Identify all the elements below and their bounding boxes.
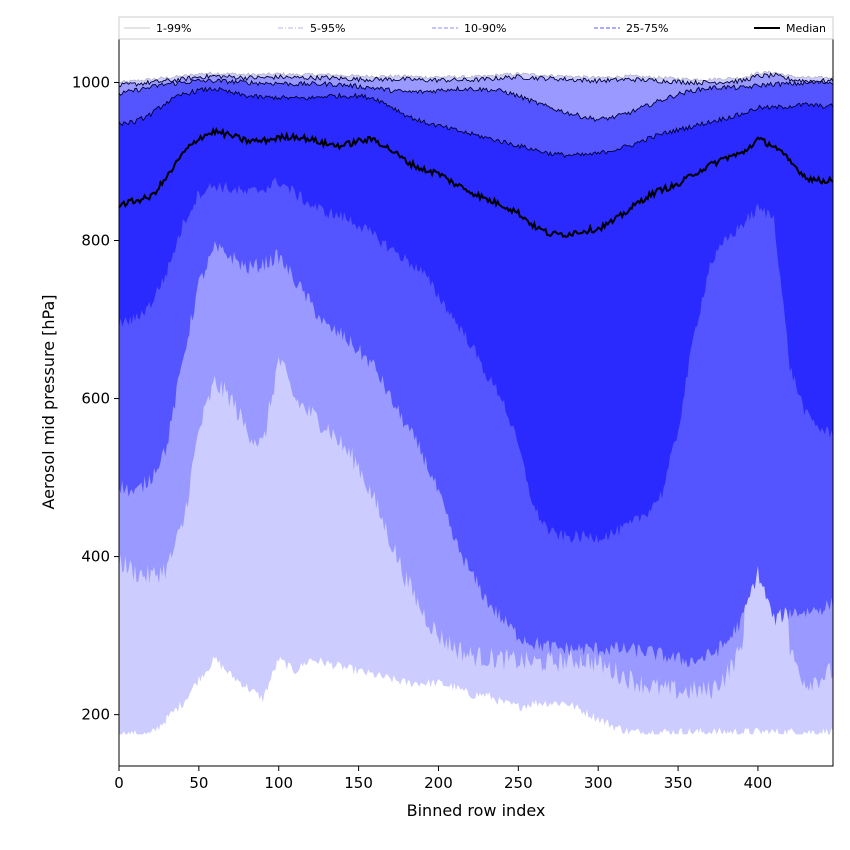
band-1-99-upper-line [119, 70, 833, 84]
band-25-75-area [119, 87, 833, 544]
x-tick-label-250: 250 [504, 774, 533, 792]
y-tick-label-1000: 1000 [72, 73, 110, 91]
y-tick-label-800: 800 [81, 232, 110, 250]
x-tick-label-0: 0 [114, 774, 124, 792]
x-tick-label-350: 350 [664, 774, 693, 792]
legend-box [118, 16, 834, 40]
y-axis-label: Aerosol mid pressure [hPa] [39, 294, 58, 509]
legend-label-10-90: 10-90% [464, 22, 506, 35]
x-tick-label-150: 150 [344, 774, 373, 792]
y-tick-label-600: 600 [81, 390, 110, 408]
median-line [119, 126, 833, 239]
band-5-95-upper-line [119, 72, 833, 88]
plot-area [119, 70, 833, 735]
x-tick-label-300: 300 [584, 774, 613, 792]
legend-label-1-99: 1-99% [156, 22, 191, 35]
band-10-90-upper-line [119, 78, 833, 123]
x-tick-label-400: 400 [744, 774, 773, 792]
x-axis-label: Binned row index [407, 801, 546, 820]
legend-label-median: Median [786, 22, 826, 35]
legend-label-25-75: 25-75% [626, 22, 668, 35]
legend-label-5-95: 5-95% [310, 22, 345, 35]
x-tick-label-200: 200 [424, 774, 453, 792]
band-25-75-upper-line [119, 86, 833, 159]
y-tick-label-400: 400 [81, 548, 110, 566]
x-tick-label-50: 50 [189, 774, 208, 792]
y-tick-label-200: 200 [81, 706, 110, 724]
x-tick-label-100: 100 [264, 774, 293, 792]
legend: 1-99% 5-95% 10-90% 25-75% Median [118, 16, 834, 40]
